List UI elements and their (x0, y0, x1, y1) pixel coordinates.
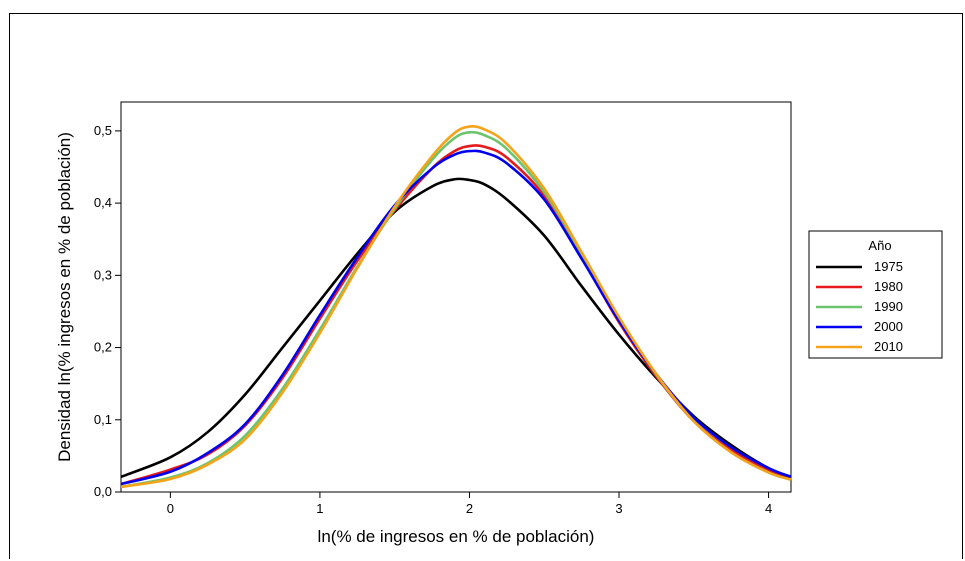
series-lines (120, 125, 792, 489)
series-line-1980 (120, 144, 792, 486)
y-tick-label: 0,5 (94, 123, 112, 138)
x-tick-label: 3 (615, 501, 622, 516)
x-tick-label: 4 (765, 501, 772, 516)
series-line-1975 (120, 177, 792, 479)
x-axis-title: ln(% de ingresos en % de población) (318, 527, 595, 546)
series-line-1990 (120, 130, 792, 489)
x-tick-label: 2 (466, 501, 473, 516)
legend-box (808, 230, 943, 359)
y-axis-ticks: 0,0 0,1 0,2 0,3 0,4 0,5 (94, 123, 121, 499)
y-tick-label: 0,0 (94, 484, 112, 499)
y-tick-label: 0,1 (94, 412, 112, 427)
x-tick-label: 1 (316, 501, 323, 516)
plot-area (120, 101, 792, 493)
series-line-2000 (120, 149, 792, 486)
legend-label-1980: 1980 (874, 279, 903, 294)
y-axis-title: Densidad ln(% ingresos en % de población… (55, 132, 74, 462)
y-tick-label: 0,3 (94, 267, 112, 282)
legend-title: Año (868, 238, 891, 253)
legend-label-1990: 1990 (874, 299, 903, 314)
legend-label-2000: 2000 (874, 319, 903, 334)
x-axis-ticks: 0 1 2 3 4 (167, 492, 772, 516)
series-line-2010 (120, 125, 792, 489)
legend: Año 1975 1980 1990 2000 2010 (808, 230, 943, 359)
legend-items: 1975 1980 1990 2000 2010 (816, 259, 903, 354)
legend-label-1975: 1975 (874, 259, 903, 274)
legend-label-2010: 2010 (874, 339, 903, 354)
chart-frame (9, 13, 963, 559)
y-tick-label: 0,4 (94, 195, 112, 210)
x-tick-label: 0 (167, 501, 174, 516)
y-tick-label: 0,2 (94, 340, 112, 355)
